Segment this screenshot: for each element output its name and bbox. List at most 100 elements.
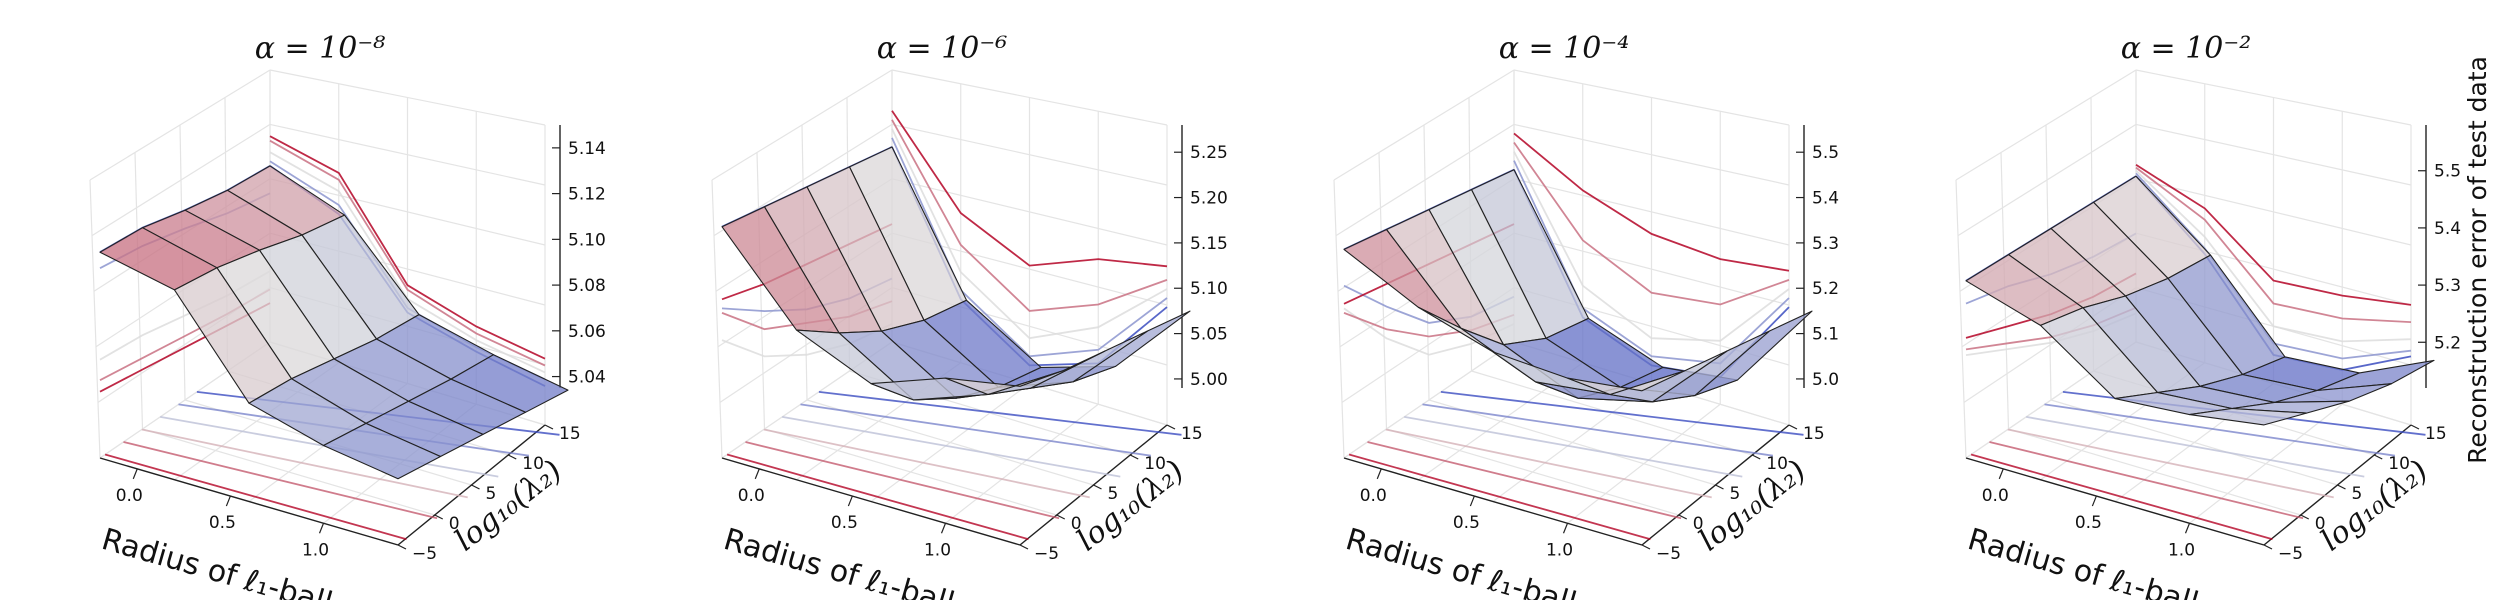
y-tick-label: −5: [412, 544, 437, 564]
floor-grid-line: [870, 383, 1030, 502]
surface: [721, 146, 1191, 401]
surface-face: [1072, 310, 1191, 383]
z-tick-label: 5.04: [568, 368, 606, 388]
floor-grid-line: [1567, 403, 1721, 524]
y-tick-mark: [2263, 544, 2273, 550]
floor-contour: [726, 453, 1029, 541]
surface-face: [322, 422, 442, 480]
y-tick-label: 5: [486, 484, 497, 504]
back-wall-curve: [2135, 166, 2412, 323]
back-wall-curve: [2135, 169, 2412, 343]
floor-grid-line: [1471, 370, 1753, 456]
x-axis-line: [99, 457, 399, 546]
z-tick-label: 5.08: [568, 276, 606, 296]
y-tick-label: 15: [2425, 424, 2447, 444]
x-axis-label: Radius of ℓ₁-ball τ: [720, 522, 985, 600]
x-tick-mark: [1376, 468, 1382, 480]
x-axis-line: [1965, 457, 2265, 546]
y-tick-label: 10: [522, 454, 544, 474]
x-tick-label: 0.0: [1982, 486, 2009, 506]
panel-4: α = 10⁻² 0.0 0.5 1.0 −5 0 5 10 15 5.2 5.3 5.4 5.5 Rad…: [1955, 31, 2461, 600]
back-wall-curve: [1513, 160, 1790, 365]
floor-contour: [745, 441, 1060, 520]
side-grid-line: [756, 152, 766, 430]
z-tick-label: 5.4: [2434, 219, 2461, 239]
x-tick-mark: [2184, 523, 2191, 534]
x-axis-label: Radius of ℓ₁-ball τ: [98, 522, 363, 600]
x-tick-label: 0.5: [831, 513, 858, 533]
floor-contour: [2044, 403, 2396, 457]
y-tick-mark: [434, 514, 444, 520]
surface: [1965, 175, 2435, 426]
x-tick-label: 0.5: [1453, 513, 1480, 533]
side-grid-line: [1333, 69, 1515, 181]
floor-contour: [1440, 391, 1804, 436]
x-axis-line: [721, 457, 1021, 546]
y-tick-label: 0: [1693, 514, 1704, 534]
y-tick-mark: [2373, 454, 2383, 460]
back-grid-line: [2135, 178, 2412, 246]
back-grid-line: [1513, 69, 1790, 126]
panel-title: α = 10⁻²: [2121, 31, 2252, 66]
side-grid-line: [1335, 123, 1515, 237]
floor-contour: [1422, 403, 1774, 457]
x-tick-label: 0.0: [738, 486, 765, 506]
panel-1: α = 10⁻⁸ 0.0 0.5 1.0 −5 0 5 10 15 5.04 5.06 5.08 5.1…: [89, 31, 606, 600]
y-tick-label: −5: [1656, 544, 1681, 564]
panel-title: α = 10⁻⁶: [877, 31, 1008, 66]
floor-contour: [141, 428, 468, 499]
surface: [99, 165, 569, 480]
z-axis-label: Reconstruction error of test data: [2463, 56, 2492, 464]
back-wall-curve: [1513, 151, 1790, 342]
surface-face: [1566, 370, 1686, 396]
y-tick-mark: [1715, 484, 1724, 490]
z-tick-label: 5.15: [1190, 234, 1228, 254]
y-tick-mark: [1166, 424, 1176, 430]
x-tick-mark: [940, 523, 947, 534]
side-grid-line: [89, 179, 101, 459]
y-tick-mark: [1641, 544, 1651, 550]
floor-contour: [1989, 441, 2304, 520]
y-tick-label: 10: [1766, 454, 1788, 474]
floor-contour: [1404, 416, 1743, 478]
back-wall-curve: [891, 128, 1168, 340]
y-tick-label: 0: [449, 514, 460, 534]
floor-contour: [763, 428, 1090, 499]
z-tick-label: 5.3: [2434, 276, 2461, 296]
z-tick-label: 5.20: [1190, 189, 1228, 209]
x-tick-label: 1.0: [924, 540, 951, 560]
x-tick-mark: [2091, 495, 2097, 507]
z-tick-label: 5.00: [1190, 370, 1228, 390]
back-wall-curve: [269, 135, 546, 360]
panel-3: α = 10⁻⁴ 0.0 0.5 1.0 −5 0 5 10 15 5.0 5.1 5.2 5.3 5.4…: [1333, 31, 1839, 600]
floor-grid-line: [945, 403, 1099, 524]
x-tick-label: 0.0: [116, 486, 143, 506]
z-tick-label: 5.10: [1190, 279, 1228, 299]
y-tick-label: 5: [1108, 484, 1119, 504]
y-tick-mark: [1093, 484, 1102, 490]
y-tick-label: 5: [2352, 484, 2363, 504]
back-wall-curve: [1513, 141, 1790, 306]
x-tick-label: 0.5: [2075, 513, 2102, 533]
y-tick-label: −5: [1034, 544, 1059, 564]
floor-contour: [123, 441, 438, 520]
x-axis-label: Radius of ℓ₁-ball τ: [1342, 522, 1607, 600]
back-grid-line: [1513, 178, 1790, 246]
side-grid-line: [91, 123, 271, 237]
x-tick-mark: [847, 495, 853, 507]
back-wall-curve: [891, 110, 1168, 268]
back-grid-line: [1513, 123, 1790, 186]
y-axis-label: log₁₀(λ₂): [1692, 454, 1812, 559]
z-tick-label: 5.14: [568, 139, 606, 159]
back-wall-curve: [269, 139, 546, 367]
surface-face: [1694, 310, 1813, 396]
z-tick-label: 5.1: [1812, 325, 1839, 345]
y-tick-mark: [544, 424, 554, 430]
x-tick-label: 0.5: [209, 513, 236, 533]
x-axis-label: Radius of ℓ₁-ball τ: [1964, 522, 2229, 600]
y-tick-label: 10: [1144, 454, 1166, 474]
y-tick-mark: [2410, 424, 2420, 430]
back-wall-curve: [891, 119, 1168, 312]
y-tick-mark: [1678, 514, 1688, 520]
back-grid-line: [2135, 123, 2412, 186]
